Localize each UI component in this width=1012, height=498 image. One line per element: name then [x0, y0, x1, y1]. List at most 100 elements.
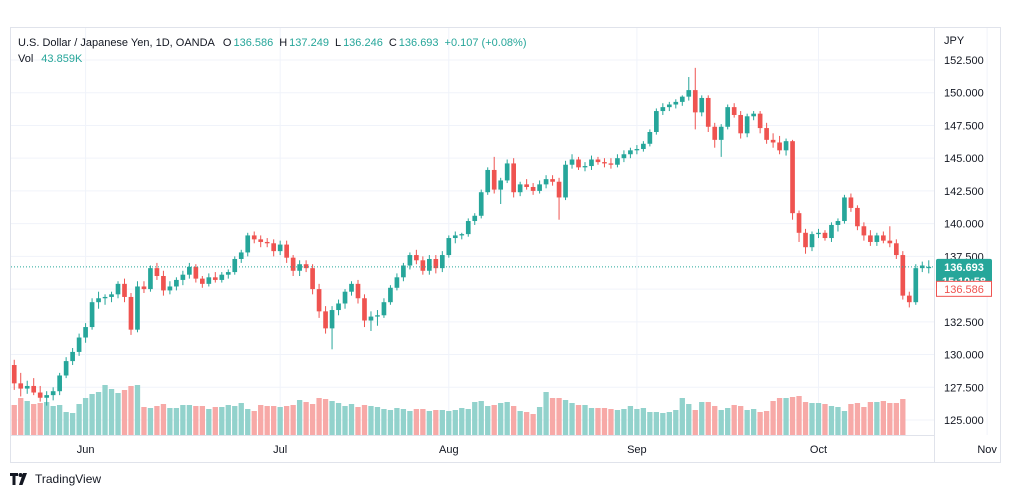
candle-body[interactable]	[855, 207, 860, 227]
candle-body[interactable]	[355, 283, 361, 299]
candle-body[interactable]	[414, 255, 419, 261]
candle-body[interactable]	[37, 392, 43, 398]
candle-body[interactable]	[420, 260, 426, 271]
candle-body[interactable]	[576, 159, 581, 168]
candle-body[interactable]	[913, 268, 919, 303]
candle-body[interactable]	[608, 163, 614, 165]
candle-body[interactable]	[712, 126, 718, 140]
candle-body[interactable]	[323, 311, 328, 329]
candle-body[interactable]	[284, 244, 289, 258]
candle-body[interactable]	[504, 163, 510, 181]
candle-body[interactable]	[478, 192, 484, 216]
candle-body[interactable]	[238, 252, 244, 259]
candle-body[interactable]	[83, 327, 88, 338]
candle-body[interactable]	[219, 274, 225, 280]
candle-body[interactable]	[550, 179, 555, 182]
candle-body[interactable]	[893, 243, 899, 256]
candle-body[interactable]	[829, 224, 834, 239]
candle-body[interactable]	[803, 232, 808, 248]
candle-body[interactable]	[271, 243, 277, 252]
candle-body[interactable]	[18, 383, 24, 389]
candle-body[interactable]	[686, 90, 692, 97]
candle-body[interactable]	[297, 264, 302, 271]
candle-body[interactable]	[225, 272, 231, 275]
candle-body[interactable]	[167, 286, 173, 291]
candle-body[interactable]	[199, 278, 205, 284]
candle-body[interactable]	[602, 162, 607, 164]
candle-body[interactable]	[11, 365, 17, 384]
candle-body[interactable]	[537, 184, 542, 191]
candle-body[interactable]	[731, 107, 737, 115]
candle-body[interactable]	[128, 296, 134, 330]
candle-body[interactable]	[589, 159, 594, 167]
candle-body[interactable]	[63, 361, 69, 376]
candle-body[interactable]	[193, 266, 199, 279]
candle-body[interactable]	[511, 163, 516, 193]
candle-body[interactable]	[654, 111, 659, 132]
candle-body[interactable]	[926, 266, 932, 269]
candle-body[interactable]	[666, 104, 672, 108]
candle-body[interactable]	[517, 184, 523, 193]
candle-body[interactable]	[44, 395, 50, 398]
candle-body[interactable]	[407, 255, 413, 266]
candle-body[interactable]	[900, 255, 906, 296]
candle-body[interactable]	[757, 113, 763, 129]
candle-body[interactable]	[277, 244, 283, 252]
candle-body[interactable]	[887, 240, 893, 244]
candle-body[interactable]	[310, 268, 315, 290]
candle-body[interactable]	[394, 277, 400, 288]
candle-body[interactable]	[245, 235, 251, 253]
candle-body[interactable]	[647, 132, 653, 144]
candle-body[interactable]	[349, 283, 354, 292]
candle-body[interactable]	[258, 239, 264, 242]
candle-body[interactable]	[362, 298, 367, 321]
candle-body[interactable]	[861, 226, 867, 236]
candle-body[interactable]	[368, 316, 374, 321]
candle-body[interactable]	[868, 235, 873, 242]
candle-body[interactable]	[154, 268, 160, 276]
candle-body[interactable]	[906, 295, 912, 303]
tradingview-footer[interactable]: TradingView	[10, 472, 101, 486]
candle-body[interactable]	[595, 159, 601, 163]
candle-body[interactable]	[251, 235, 257, 240]
candle-body[interactable]	[439, 255, 445, 269]
candle-body[interactable]	[718, 126, 724, 140]
candle-body[interactable]	[303, 264, 309, 269]
candle-body[interactable]	[848, 197, 854, 208]
candle-body[interactable]	[498, 180, 504, 190]
candle-body[interactable]	[744, 116, 750, 134]
candle-body[interactable]	[543, 179, 549, 185]
candle-body[interactable]	[809, 234, 815, 248]
candle-body[interactable]	[57, 375, 62, 392]
candle-body[interactable]	[569, 159, 575, 165]
candle-body[interactable]	[141, 286, 147, 290]
candle-body[interactable]	[822, 232, 828, 239]
candle-body[interactable]	[621, 154, 627, 159]
candle-body[interactable]	[919, 265, 925, 269]
candle-body[interactable]	[770, 139, 776, 143]
candle-body[interactable]	[764, 128, 769, 140]
candle-body[interactable]	[96, 298, 101, 303]
candle-body[interactable]	[563, 164, 568, 198]
candle-body[interactable]	[135, 286, 140, 330]
candle-body[interactable]	[777, 142, 782, 151]
candle-body[interactable]	[212, 277, 218, 280]
candle-body[interactable]	[881, 235, 886, 241]
candle-body[interactable]	[264, 241, 270, 244]
candle-body[interactable]	[336, 303, 341, 311]
candle-body[interactable]	[465, 221, 471, 235]
candle-body[interactable]	[705, 97, 711, 127]
candle-body[interactable]	[699, 97, 705, 113]
candle-body[interactable]	[388, 287, 393, 303]
candle-body[interactable]	[692, 90, 698, 113]
candle-body[interactable]	[329, 310, 335, 329]
candle-body[interactable]	[485, 169, 491, 193]
candle-body[interactable]	[459, 234, 465, 236]
candle-body[interactable]	[76, 337, 82, 352]
candle-body[interactable]	[673, 101, 679, 105]
candle-body[interactable]	[161, 276, 166, 291]
candle-body[interactable]	[491, 169, 497, 190]
candle-body[interactable]	[381, 302, 387, 316]
candle-body[interactable]	[316, 289, 322, 312]
